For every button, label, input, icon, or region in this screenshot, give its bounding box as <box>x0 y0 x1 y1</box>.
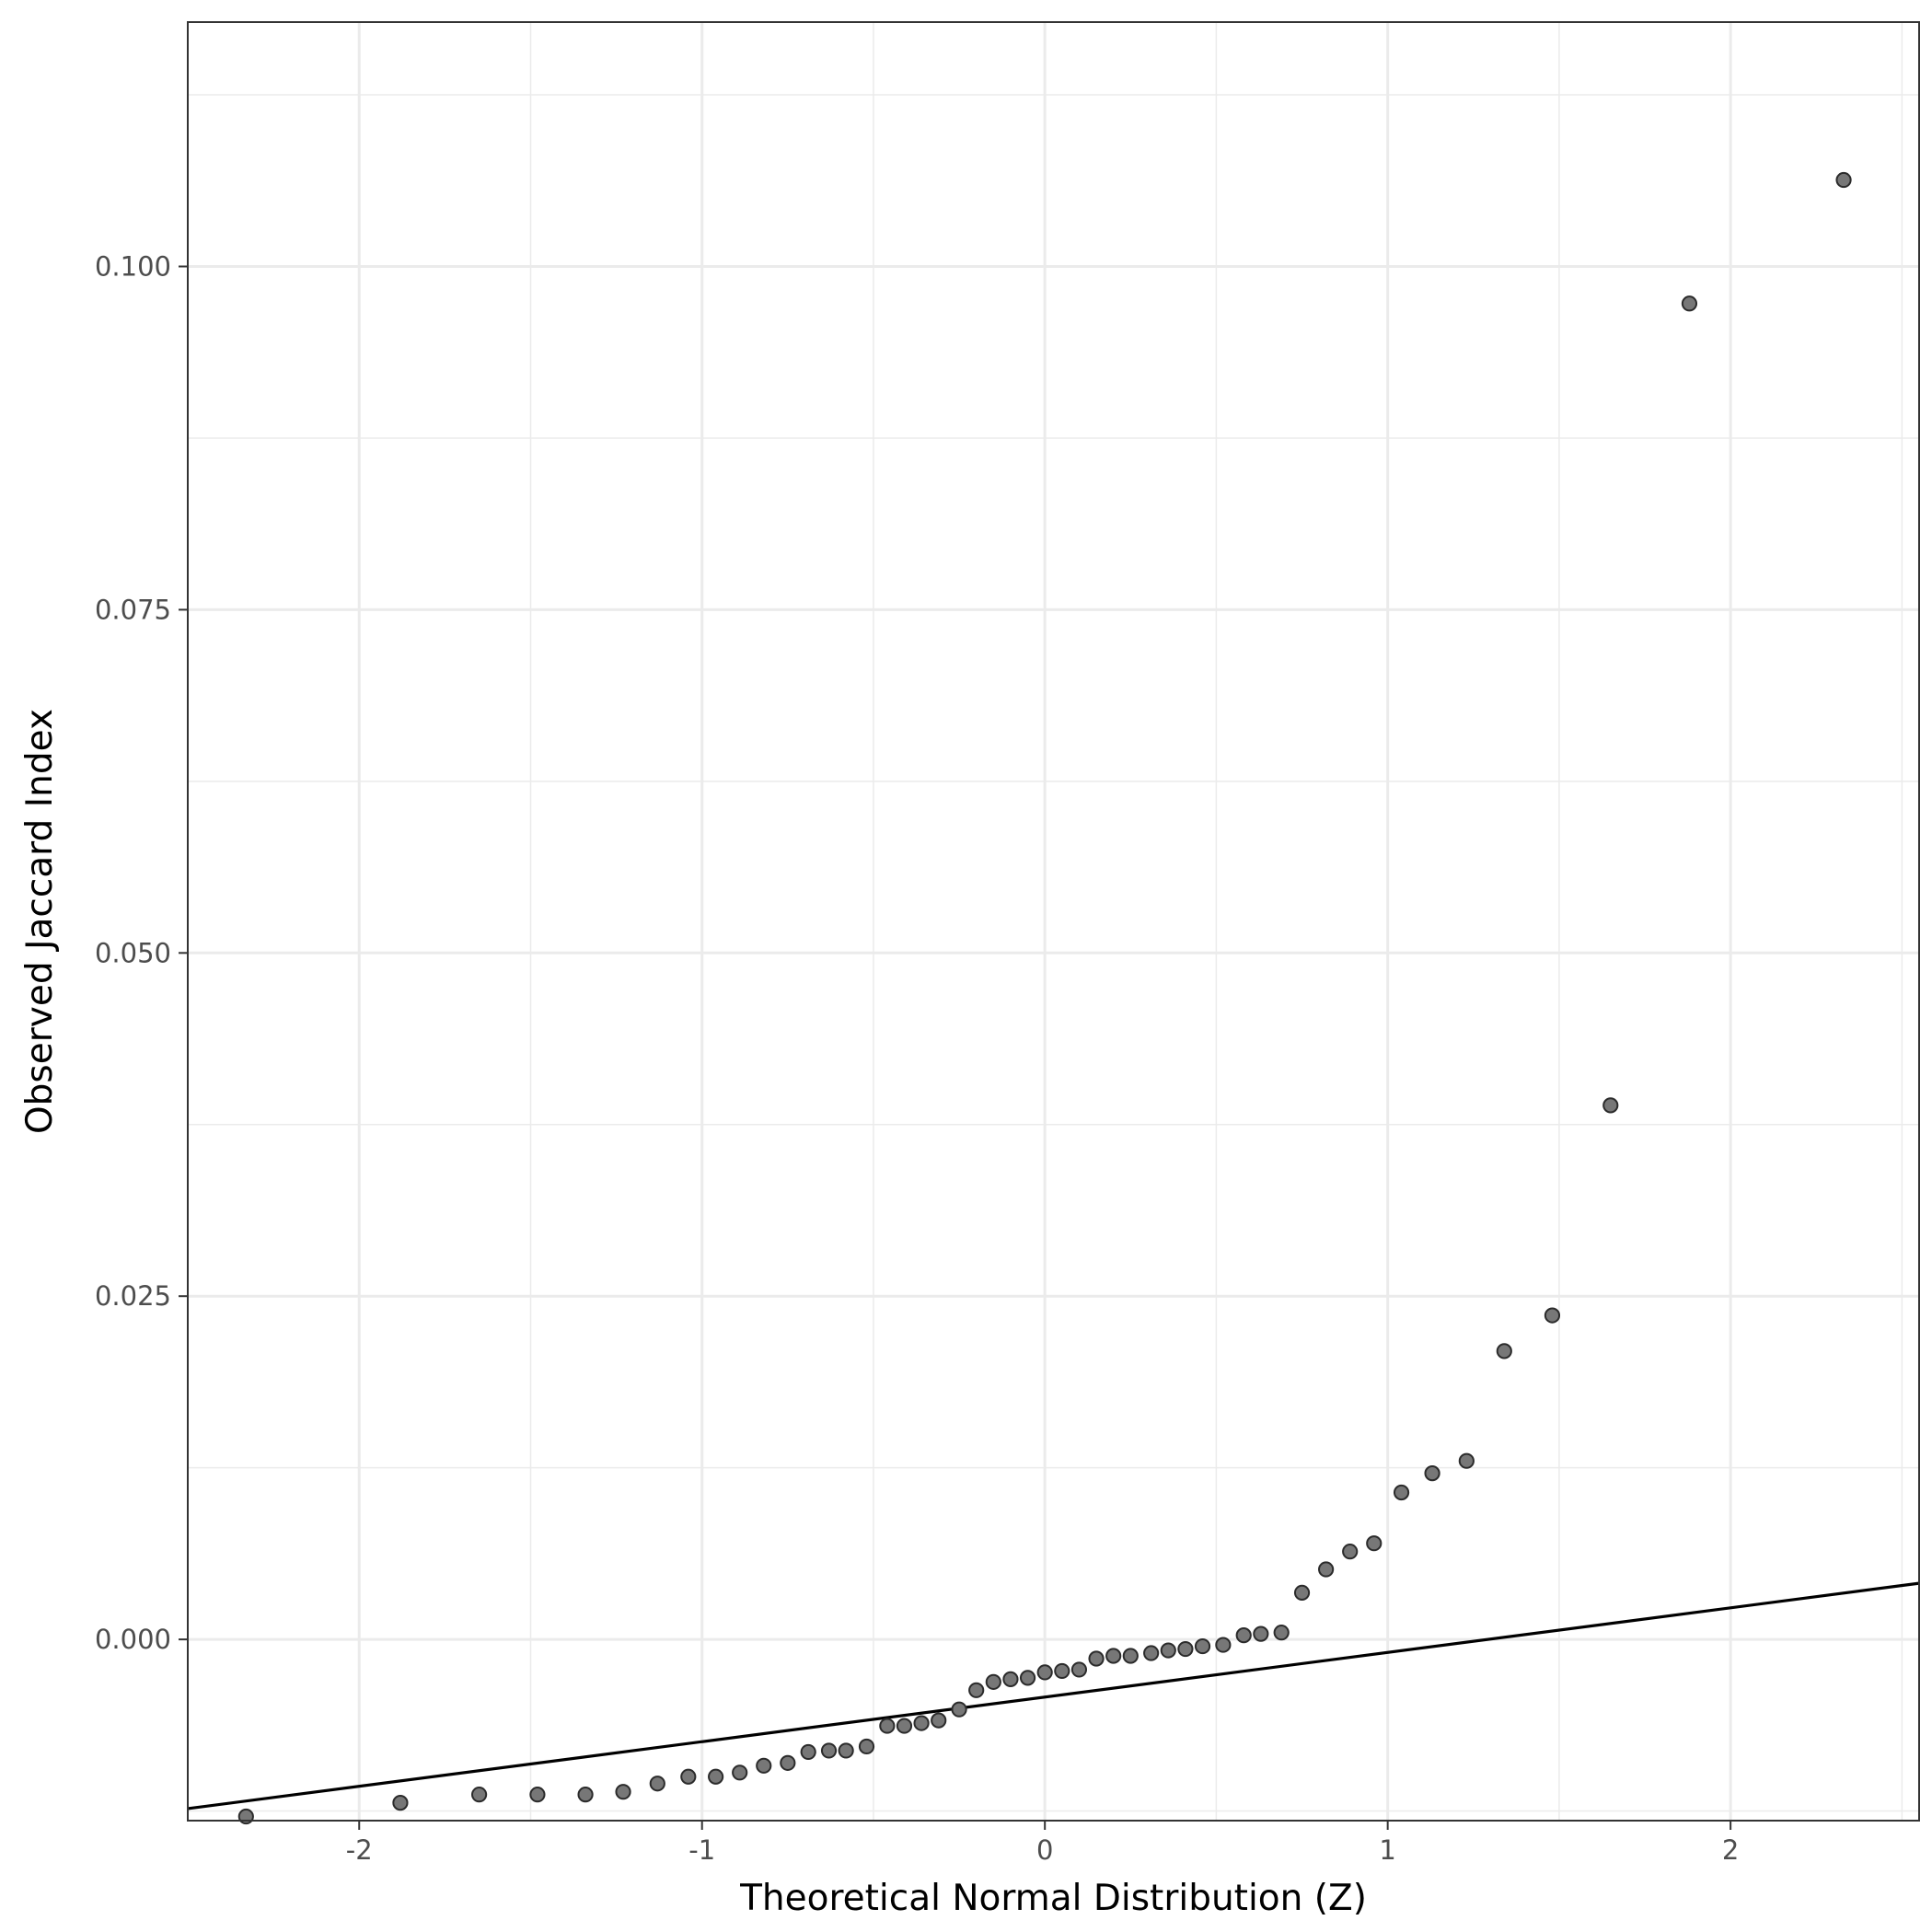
data-point <box>1342 1544 1359 1560</box>
data-point <box>756 1757 772 1774</box>
x-axis-ticks: -2 -1 0 1 2 <box>346 1821 1739 1866</box>
data-point <box>529 1787 546 1803</box>
data-point <box>858 1738 875 1755</box>
x-tick-label: 2 <box>1722 1834 1739 1866</box>
data-point <box>1235 1627 1252 1644</box>
data-points <box>237 171 1852 1825</box>
data-point <box>968 1682 985 1698</box>
data-point <box>838 1742 854 1759</box>
data-point <box>577 1787 594 1803</box>
x-axis-title: Theoretical Normal Distribution (Z) <box>739 1878 1367 1919</box>
data-point <box>1293 1584 1311 1601</box>
data-point <box>1544 1307 1561 1324</box>
data-point <box>1215 1637 1232 1653</box>
y-tick-label: 0.100 <box>95 251 171 283</box>
data-point <box>1602 1097 1619 1114</box>
y-tick-label: 0.000 <box>95 1624 171 1655</box>
y-axis-title: Observed Jaccard Index <box>19 709 61 1134</box>
reference-line-group <box>187 1581 1920 1811</box>
data-point <box>879 1718 896 1734</box>
data-point <box>985 1673 1001 1690</box>
data-point <box>780 1754 796 1771</box>
data-point <box>1366 1535 1382 1552</box>
data-point <box>1177 1640 1194 1658</box>
data-point <box>708 1768 724 1785</box>
data-point <box>1105 1648 1122 1664</box>
y-tick-label: 0.025 <box>95 1280 171 1312</box>
data-point <box>1054 1662 1070 1680</box>
data-point <box>1458 1452 1475 1469</box>
data-point <box>1835 171 1852 189</box>
minor-gridlines <box>188 22 1919 1821</box>
data-point <box>1122 1648 1139 1664</box>
data-point <box>820 1742 838 1759</box>
data-point <box>1070 1661 1088 1678</box>
data-point <box>1036 1664 1053 1681</box>
y-tick-label: 0.075 <box>95 594 171 625</box>
data-point <box>1273 1625 1290 1641</box>
data-point <box>732 1764 748 1781</box>
x-tick-label: -2 <box>346 1834 373 1866</box>
major-gridlines <box>188 22 1919 1821</box>
qq-reference-line <box>187 1581 1920 1811</box>
data-point <box>951 1701 967 1718</box>
x-tick-label: 1 <box>1379 1834 1395 1866</box>
data-point <box>1088 1650 1105 1667</box>
data-point <box>1318 1561 1335 1578</box>
data-point <box>1143 1645 1160 1661</box>
data-point <box>913 1715 930 1731</box>
data-point <box>1393 1484 1410 1501</box>
data-point <box>1681 295 1698 312</box>
data-point <box>1002 1671 1019 1687</box>
data-point <box>680 1768 697 1785</box>
data-point <box>1194 1637 1211 1655</box>
x-tick-label: 0 <box>1036 1834 1053 1866</box>
data-point <box>471 1787 488 1803</box>
data-point <box>896 1718 913 1734</box>
data-point <box>931 1712 947 1729</box>
data-point <box>1496 1343 1512 1359</box>
data-point <box>1253 1625 1269 1642</box>
data-point <box>1160 1642 1176 1659</box>
y-axis-ticks: 0.000 0.025 0.050 0.075 0.100 <box>95 251 188 1655</box>
data-point <box>1424 1465 1440 1482</box>
data-point <box>615 1784 631 1800</box>
data-point <box>392 1795 409 1811</box>
data-point <box>800 1743 816 1761</box>
x-tick-label: -1 <box>688 1834 715 1866</box>
y-tick-label: 0.050 <box>95 937 171 968</box>
data-point <box>649 1776 665 1792</box>
panel-border <box>187 21 1920 1822</box>
data-point <box>1019 1670 1036 1686</box>
